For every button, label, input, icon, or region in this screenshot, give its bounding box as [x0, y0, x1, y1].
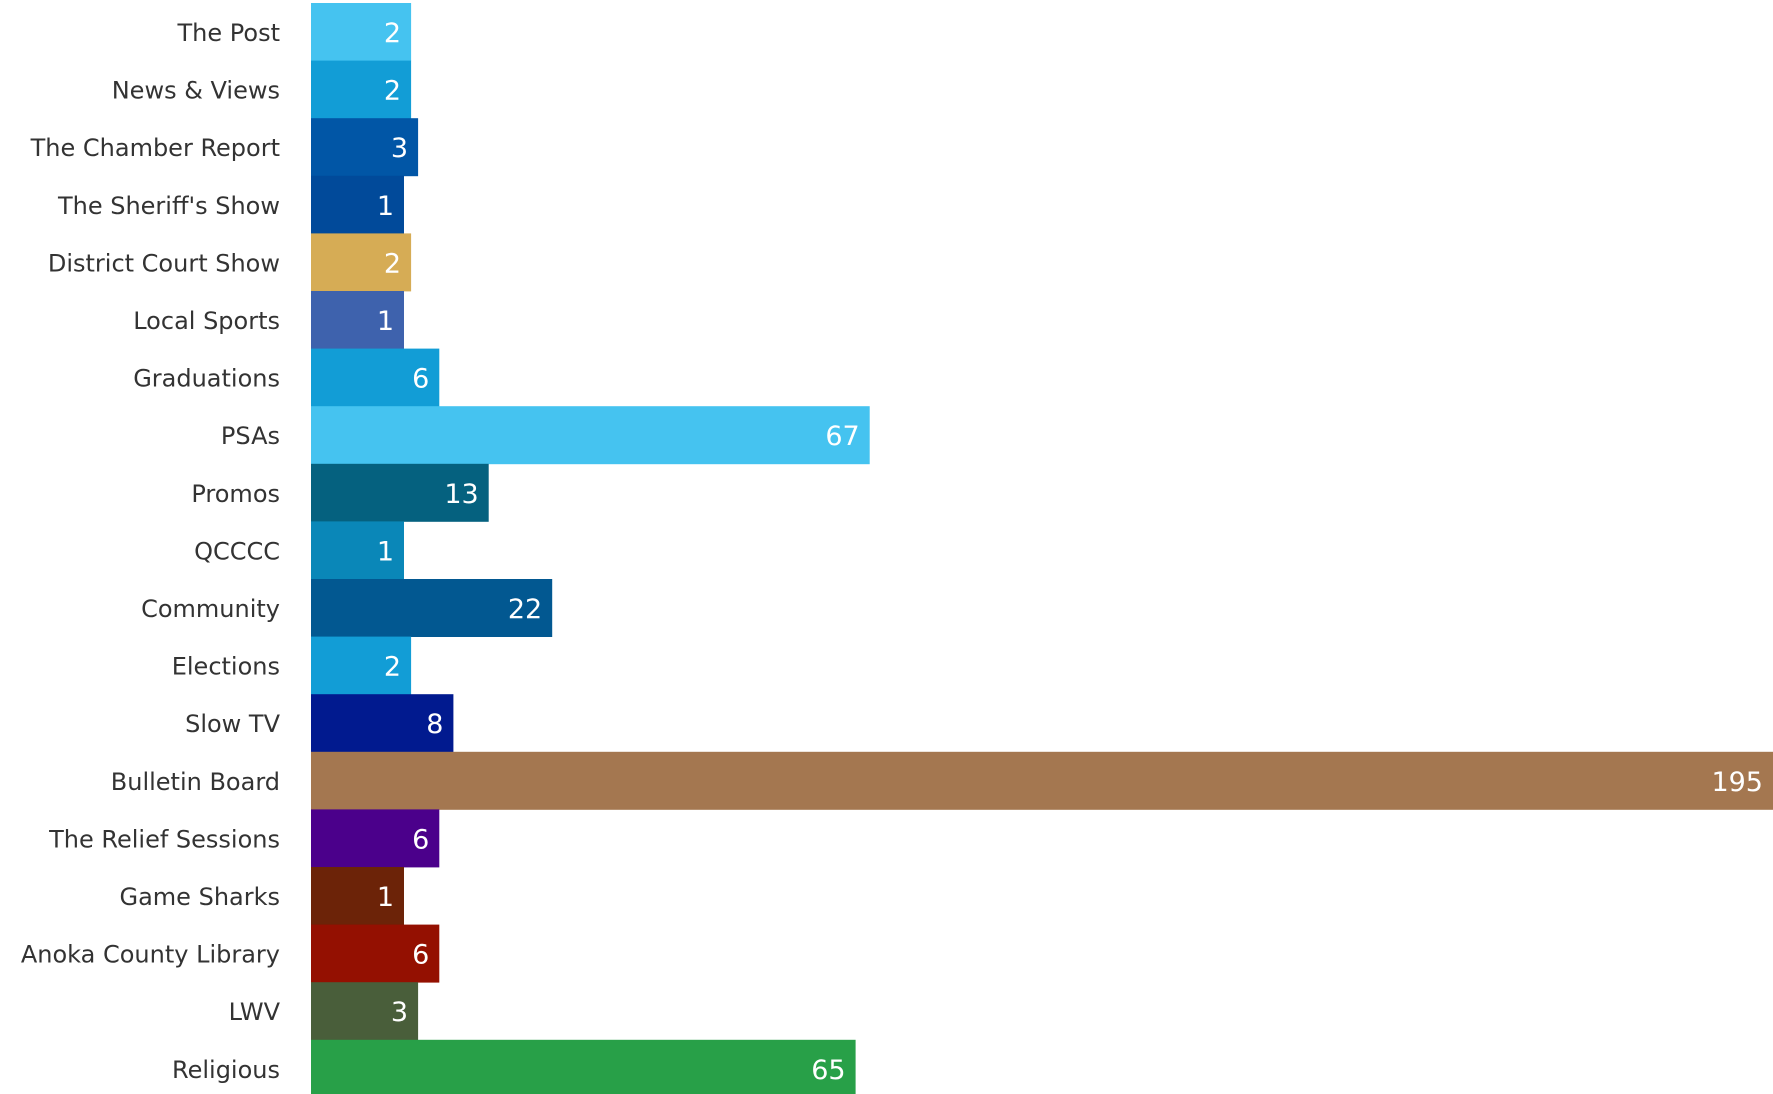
category-label: Bulletin Board — [111, 768, 280, 796]
category-label: Elections — [172, 653, 280, 681]
value-label: 1 — [377, 191, 394, 222]
bar — [311, 694, 454, 753]
value-label: 1 — [377, 882, 394, 913]
bar — [311, 924, 440, 983]
category-label: The Post — [177, 19, 280, 47]
bar — [311, 521, 404, 580]
category-label: QCCCC — [194, 537, 280, 565]
value-label: 6 — [412, 824, 429, 855]
value-label: 13 — [444, 479, 478, 510]
category-label: The Relief Sessions — [48, 825, 280, 853]
category-label: Promos — [191, 480, 280, 508]
bar — [311, 118, 419, 177]
value-label: 3 — [391, 997, 408, 1028]
bar — [311, 751, 1773, 810]
bars-group — [311, 3, 1773, 1094]
bar — [311, 982, 419, 1041]
value-label: 67 — [825, 421, 859, 452]
value-label: 2 — [384, 248, 401, 279]
bar — [311, 809, 440, 868]
value-label: 6 — [412, 364, 429, 395]
bar — [311, 867, 404, 925]
value-label: 3 — [391, 133, 408, 164]
value-label: 1 — [377, 306, 394, 337]
bar — [311, 291, 404, 349]
category-label: LWV — [229, 998, 281, 1026]
category-label: Local Sports — [133, 307, 280, 335]
bar — [311, 3, 412, 61]
category-label: Slow TV — [185, 710, 281, 738]
category-label: PSAs — [221, 422, 280, 450]
category-label: The Sheriff's Show — [57, 192, 280, 220]
category-label: Community — [141, 595, 280, 623]
value-label: 8 — [426, 709, 443, 740]
category-label: Game Sharks — [120, 883, 281, 911]
value-label: 2 — [384, 76, 401, 107]
bar — [311, 60, 412, 119]
bar — [311, 233, 412, 292]
category-label: News & Views — [112, 77, 280, 105]
category-label: Anoka County Library — [21, 941, 280, 969]
category-label: Religious — [172, 1056, 280, 1084]
category-label: The Chamber Report — [30, 134, 280, 162]
value-label: 22 — [508, 594, 542, 625]
value-label: 2 — [384, 652, 401, 683]
value-label: 2 — [384, 18, 401, 49]
value-label: 1 — [377, 536, 394, 567]
bar — [311, 463, 489, 522]
value-label: 65 — [811, 1055, 845, 1086]
bar — [311, 1039, 856, 1094]
bar — [311, 175, 404, 234]
bar — [311, 636, 412, 695]
bar — [311, 406, 870, 465]
value-label: 6 — [412, 940, 429, 971]
category-label: Graduations — [133, 365, 280, 393]
category-labels-group: The Post News & Views The Chamber Report Th… — [21, 19, 281, 1084]
category-label: District Court Show — [48, 249, 280, 277]
value-label: 195 — [1711, 767, 1763, 798]
bar — [311, 579, 553, 637]
bar — [311, 348, 440, 407]
